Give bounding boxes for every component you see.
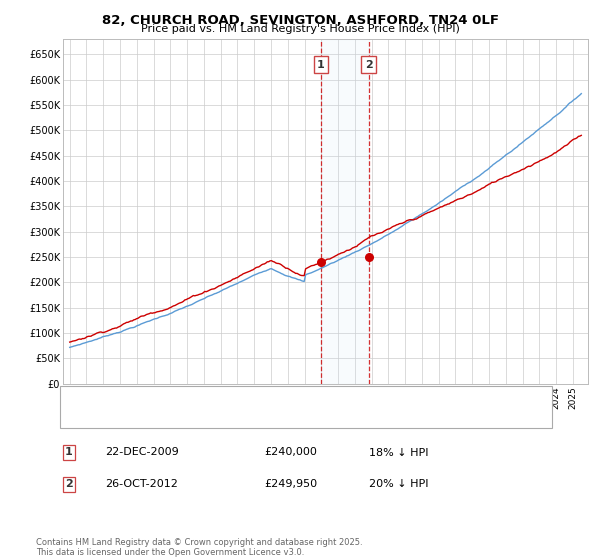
Text: 2: 2 xyxy=(365,59,373,69)
Text: HPI: Average price, detached house, Ashford: HPI: Average price, detached house, Ashf… xyxy=(87,412,305,422)
Point xyxy=(316,258,326,267)
Text: 26-OCT-2012: 26-OCT-2012 xyxy=(105,479,178,489)
Text: 1: 1 xyxy=(65,447,73,458)
Text: Contains HM Land Registry data © Crown copyright and database right 2025.
This d: Contains HM Land Registry data © Crown c… xyxy=(36,538,362,557)
Text: —: — xyxy=(66,409,82,424)
Text: —: — xyxy=(66,391,82,405)
Point xyxy=(364,253,373,262)
Text: 22-DEC-2009: 22-DEC-2009 xyxy=(105,447,179,458)
Bar xyxy=(321,39,368,384)
Text: 82, CHURCH ROAD, SEVINGTON, ASHFORD, TN24 0LF (detached house): 82, CHURCH ROAD, SEVINGTON, ASHFORD, TN2… xyxy=(87,393,438,403)
Text: 20% ↓ HPI: 20% ↓ HPI xyxy=(369,479,428,489)
Text: £249,950: £249,950 xyxy=(264,479,317,489)
Text: 1: 1 xyxy=(317,59,325,69)
Text: Price paid vs. HM Land Registry's House Price Index (HPI): Price paid vs. HM Land Registry's House … xyxy=(140,24,460,34)
Text: 82, CHURCH ROAD, SEVINGTON, ASHFORD, TN24 0LF: 82, CHURCH ROAD, SEVINGTON, ASHFORD, TN2… xyxy=(101,14,499,27)
Text: 18% ↓ HPI: 18% ↓ HPI xyxy=(369,447,428,458)
Text: 2: 2 xyxy=(65,479,73,489)
Text: £240,000: £240,000 xyxy=(264,447,317,458)
